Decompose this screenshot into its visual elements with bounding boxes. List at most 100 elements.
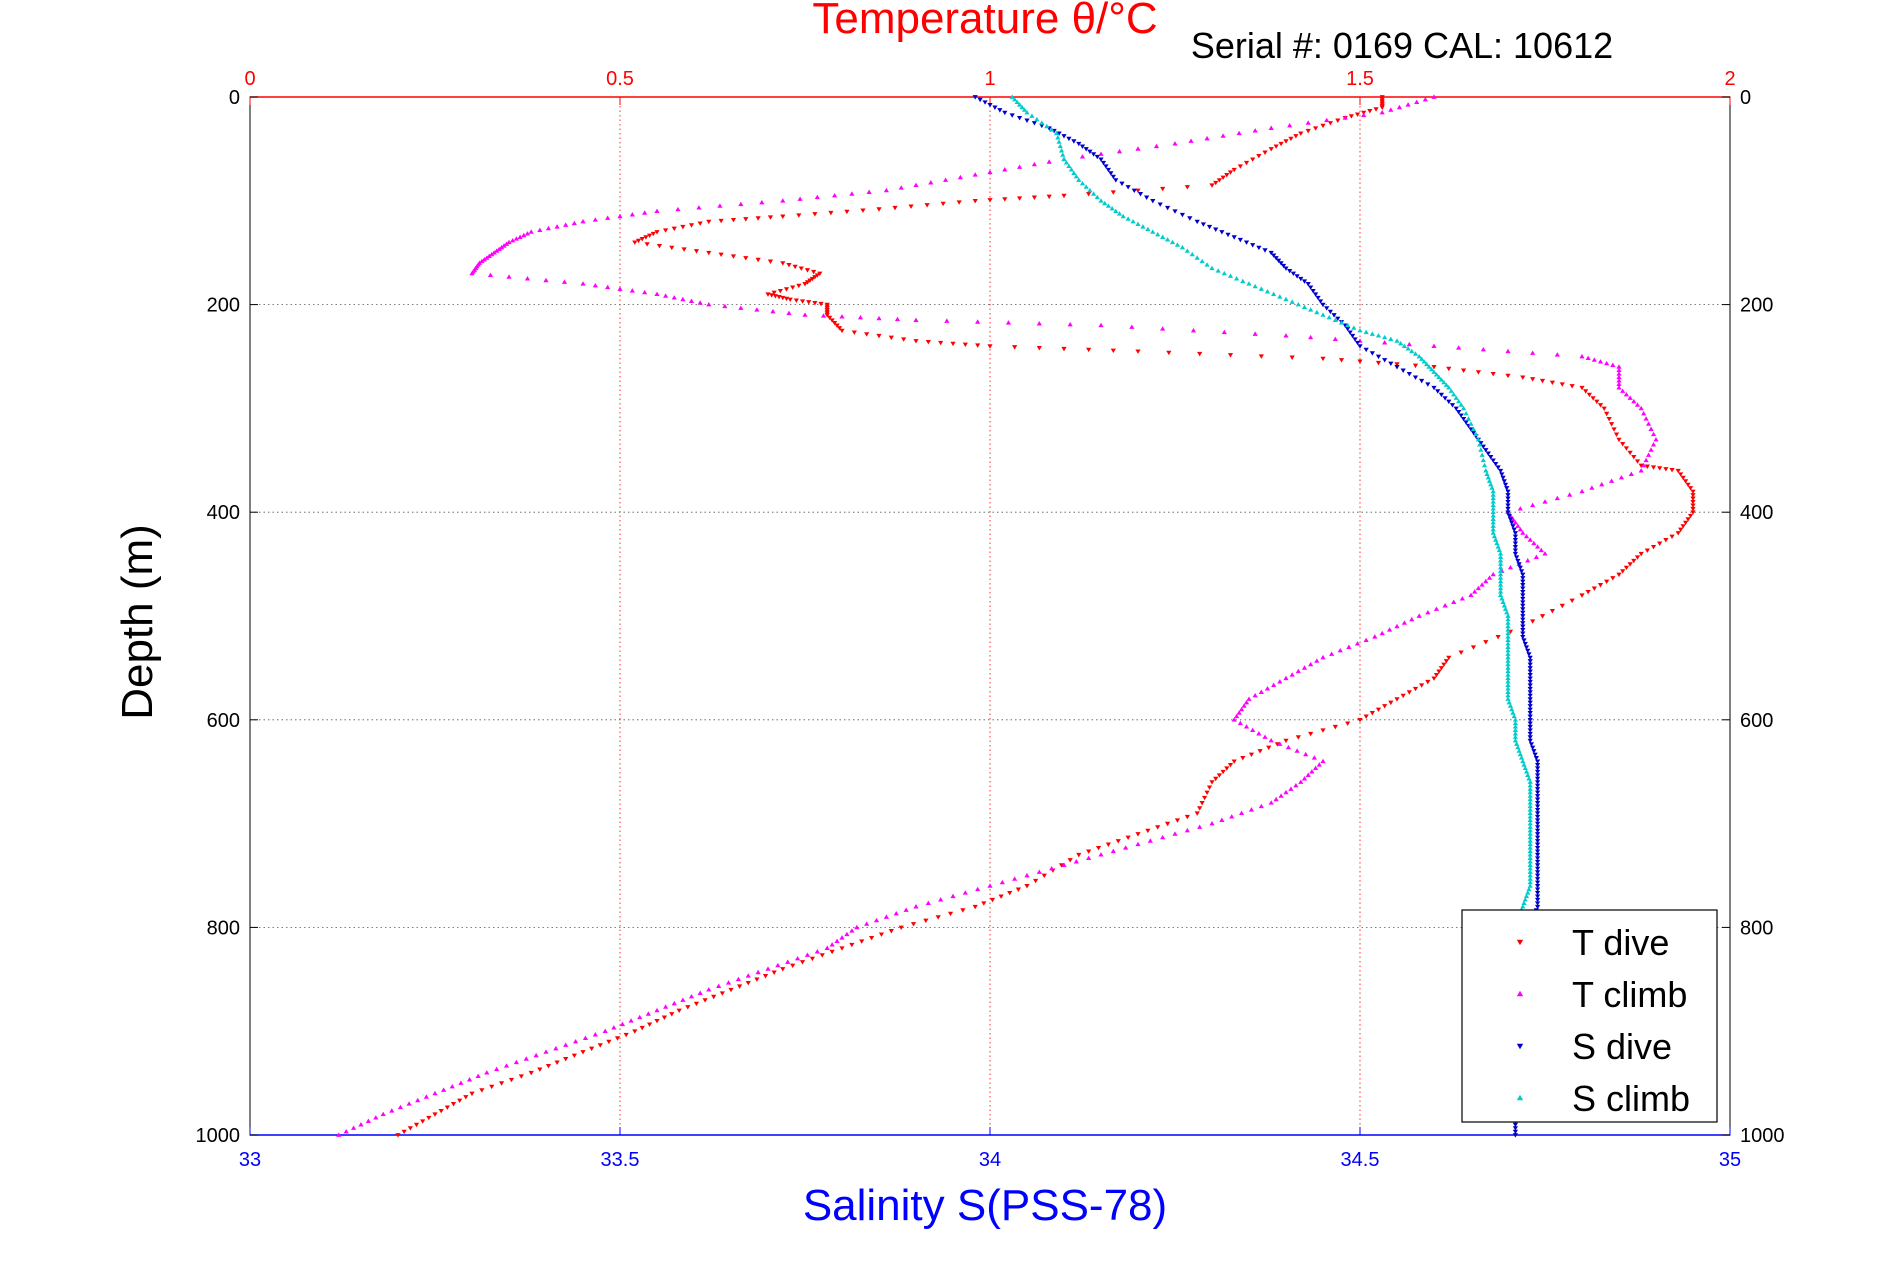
data-point	[1535, 832, 1541, 837]
data-point	[1283, 738, 1289, 744]
data-point	[1428, 366, 1435, 372]
data-point	[834, 323, 840, 328]
data-point	[1209, 265, 1215, 271]
data-point	[671, 1000, 677, 1006]
data-point	[1488, 481, 1494, 487]
data-point	[1616, 381, 1622, 386]
data-point	[1648, 426, 1654, 431]
data-point	[1539, 614, 1546, 619]
data-point	[639, 237, 645, 242]
data-point	[1169, 239, 1176, 245]
data-point	[832, 320, 838, 326]
data-point	[1520, 904, 1526, 909]
data-point	[1220, 175, 1226, 181]
data-point	[1079, 180, 1086, 186]
data-point	[804, 268, 811, 273]
data-point	[491, 250, 497, 255]
data-point	[1332, 724, 1338, 730]
data-point	[1424, 361, 1430, 367]
data-point	[1597, 403, 1604, 408]
data-point	[1361, 112, 1367, 117]
data-point	[1289, 355, 1295, 360]
data-point	[1490, 530, 1496, 535]
data-point	[1431, 365, 1437, 370]
data-point	[1520, 624, 1526, 629]
data-point	[1535, 776, 1541, 782]
data-point	[1505, 489, 1511, 495]
data-point	[1535, 807, 1541, 813]
data-point	[1324, 306, 1330, 311]
data-point	[1648, 447, 1654, 452]
data-point	[484, 255, 490, 260]
data-point	[1533, 756, 1539, 761]
data-point	[824, 945, 830, 950]
data-point	[1650, 431, 1657, 437]
data-point	[1527, 852, 1533, 857]
data-point	[802, 282, 808, 287]
data-point	[643, 235, 649, 240]
data-point	[1616, 378, 1622, 383]
data-point	[790, 285, 796, 290]
data-point	[1425, 382, 1431, 387]
data-point	[661, 1015, 667, 1020]
data-point	[1354, 112, 1361, 117]
data-point	[1527, 714, 1533, 719]
data-point	[1527, 724, 1533, 730]
data-point	[605, 215, 611, 220]
data-point	[1250, 727, 1256, 732]
data-point	[1063, 160, 1070, 165]
data-point	[812, 301, 818, 306]
data-point	[1354, 641, 1361, 646]
data-point	[1669, 467, 1675, 473]
data-point	[1586, 392, 1592, 398]
data-point	[1505, 493, 1511, 498]
data-point	[663, 1004, 669, 1009]
data-point	[1634, 459, 1641, 464]
data-point	[1273, 796, 1279, 802]
data-point	[1264, 686, 1271, 691]
data-point	[804, 952, 811, 957]
data-point	[523, 1056, 529, 1061]
data-point	[1379, 630, 1385, 636]
data-point	[1273, 256, 1279, 261]
data-point	[743, 256, 749, 261]
data-point	[786, 310, 792, 316]
data-point	[1486, 575, 1493, 580]
data-point	[1172, 831, 1178, 836]
data-point	[1527, 855, 1533, 861]
data-point	[503, 1063, 510, 1068]
data-point	[571, 220, 577, 226]
data-point	[770, 308, 776, 314]
data-point	[1184, 185, 1190, 190]
data-point	[1514, 555, 1520, 560]
data-point	[1631, 398, 1637, 404]
data-point	[1125, 185, 1131, 190]
data-point	[1401, 343, 1407, 348]
data-point	[1539, 378, 1546, 384]
data-point	[1250, 243, 1256, 248]
data-point	[975, 343, 981, 348]
data-point	[1031, 195, 1037, 200]
legend: T dive T climb S dive S climb	[1461, 909, 1718, 1123]
data-point	[1520, 593, 1526, 598]
data-point	[619, 1021, 626, 1027]
data-point	[811, 269, 817, 275]
data-point	[1331, 313, 1337, 318]
data-point	[1436, 374, 1442, 380]
data-point	[1527, 673, 1533, 678]
data-point	[1147, 838, 1153, 843]
data-point	[1187, 216, 1193, 221]
data-point	[1283, 139, 1289, 144]
data-point	[486, 253, 492, 258]
data-point	[1458, 402, 1464, 407]
data-point	[1227, 353, 1234, 358]
data-point	[869, 935, 875, 941]
data-point	[1522, 641, 1528, 647]
data-point	[1483, 468, 1489, 473]
data-point	[1422, 96, 1428, 102]
data-point	[775, 962, 781, 968]
data-point	[894, 316, 901, 322]
data-point	[1518, 755, 1525, 760]
data-point	[1527, 838, 1533, 843]
data-point	[1061, 862, 1067, 867]
